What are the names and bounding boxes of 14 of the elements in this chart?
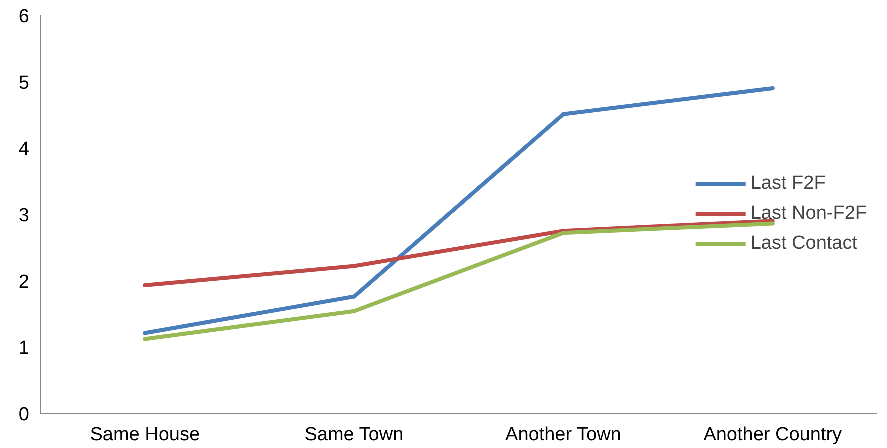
legend-label: Last F2F — [750, 173, 826, 195]
y-tick-label: 6 — [18, 6, 30, 28]
y-tick-label: 2 — [18, 272, 30, 293]
x-tick-label: Another Country — [704, 424, 843, 446]
y-tick-label: 4 — [18, 139, 30, 160]
x-tick-label: Same Town — [304, 424, 404, 446]
legend-label: Last Contact — [750, 233, 858, 255]
y-tick-label: 0 — [18, 404, 30, 426]
y-tick-label: 1 — [18, 338, 30, 360]
y-tick-label: 5 — [18, 72, 30, 94]
y-tick-label: 3 — [18, 206, 30, 226]
x-tick-label: Same House — [90, 424, 200, 446]
legend-label: Last Non-F2F — [750, 203, 867, 225]
x-tick-label: Another Town — [506, 424, 622, 446]
